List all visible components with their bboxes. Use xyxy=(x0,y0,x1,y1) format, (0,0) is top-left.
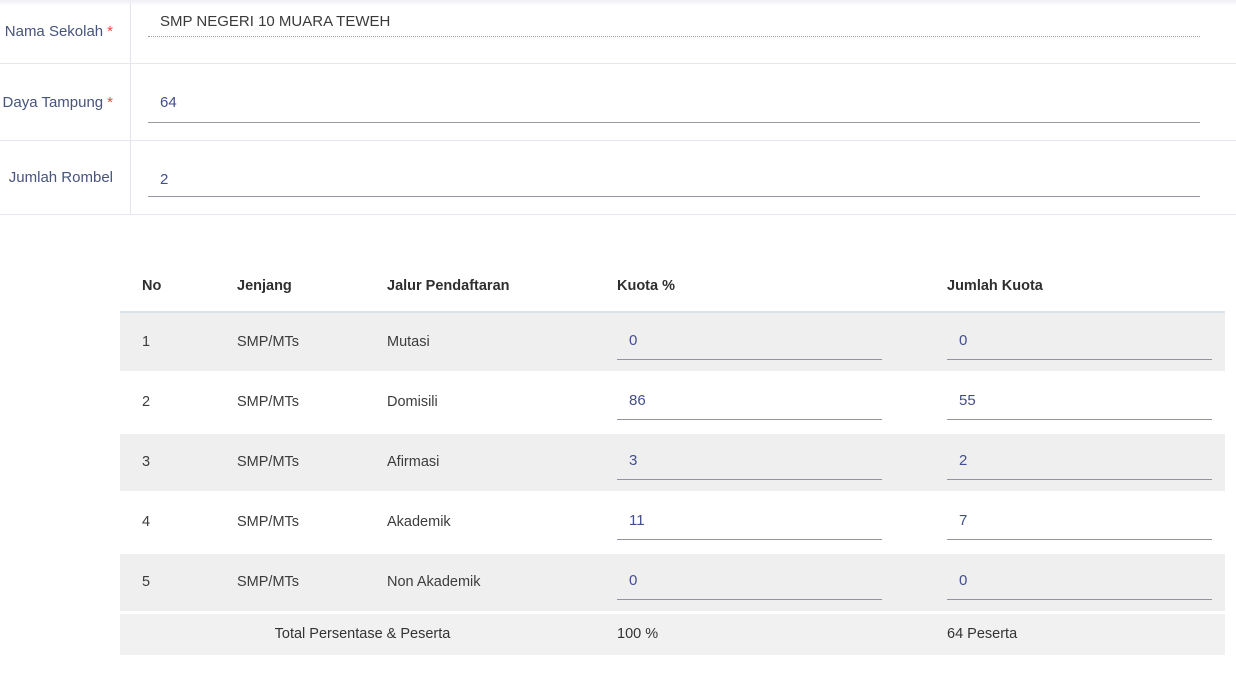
cell-kuota-persen xyxy=(605,312,935,372)
quota-table-row: 2 SMP/MTs Domisili xyxy=(120,372,1225,432)
label-cell: Nama Sekolah * xyxy=(0,0,131,63)
kuota-persen-input-underline xyxy=(617,452,882,480)
column-header-jalur-pendaftaran: Jalur Pendaftaran xyxy=(375,260,605,313)
nama-sekolah-input xyxy=(148,13,1200,37)
jumlah-kuota-input-underline xyxy=(947,572,1212,600)
quota-table-body: 1 SMP/MTs Mutasi 2 SMP/MTs Domisili 3 xyxy=(120,312,1225,655)
quota-table-section: No Jenjang Jalur Pendaftaran Kuota % Jum… xyxy=(120,260,1225,655)
column-header-jumlah-kuota: Jumlah Kuota xyxy=(935,260,1225,313)
kuota-persen-input[interactable] xyxy=(617,452,882,469)
jumlah-rombel-label: Jumlah Rombel xyxy=(9,169,113,186)
cell-jalur-pendaftaran: Mutasi xyxy=(387,333,430,350)
kuota-persen-input[interactable] xyxy=(617,392,882,409)
cell-jenjang: SMP/MTs xyxy=(237,394,300,410)
kuota-persen-input-underline xyxy=(617,512,882,540)
kuota-persen-input-underline xyxy=(617,572,882,600)
quota-table-row: 3 SMP/MTs Afirmasi xyxy=(120,432,1225,492)
daya-tampung-label: Daya Tampung * xyxy=(3,94,113,111)
jumlah-kuota-input-underline xyxy=(947,452,1212,480)
column-header-jenjang: Jenjang xyxy=(225,260,375,313)
label-cell: Jumlah Rombel xyxy=(0,141,131,214)
quota-table-row: 4 SMP/MTs Akademik xyxy=(120,492,1225,552)
label-text: Jumlah Rombel xyxy=(8,169,113,186)
kuota-persen-input-underline xyxy=(617,331,882,360)
total-jumlah-kuota: 64 Peserta xyxy=(947,626,1018,643)
cell-jenjang: SMP/MTs xyxy=(237,514,300,530)
kuota-persen-input[interactable] xyxy=(617,512,882,529)
total-row: Total Persentase & Peserta 100 % 64 Pese… xyxy=(120,612,1225,655)
total-kuota-persen: 100 % xyxy=(617,626,659,643)
jumlah-kuota-input[interactable] xyxy=(947,572,1212,589)
cell-jumlah-kuota xyxy=(935,552,1225,612)
daya-tampung-input[interactable] xyxy=(148,94,1200,123)
cell-jumlah-kuota xyxy=(935,372,1225,432)
quota-table: No Jenjang Jalur Pendaftaran Kuota % Jum… xyxy=(120,260,1225,655)
jumlah-kuota-input[interactable] xyxy=(947,331,1212,349)
quota-table-row: 5 SMP/MTs Non Akademik xyxy=(120,552,1225,612)
cell-jalur-pendaftaran: Domisili xyxy=(387,394,438,410)
label-text: Nama Sekolah xyxy=(4,23,104,40)
jumlah-rombel-input[interactable] xyxy=(148,171,1200,197)
cell-jumlah-kuota xyxy=(935,312,1225,372)
input-cell xyxy=(131,0,1236,63)
cell-no: 4 xyxy=(142,514,151,530)
required-asterisk: * xyxy=(107,93,113,111)
form-row-jumlah-rombel: Jumlah Rombel xyxy=(0,141,1236,215)
jumlah-kuota-input-underline xyxy=(947,331,1212,360)
cell-no: 2 xyxy=(142,394,151,410)
cell-kuota-persen xyxy=(605,372,935,432)
cell-jalur-pendaftaran: Akademik xyxy=(387,514,451,530)
cell-kuota-persen xyxy=(605,552,935,612)
column-header-no: No xyxy=(120,260,225,313)
total-label: Total Persentase & Peserta xyxy=(274,626,451,643)
label-cell: Daya Tampung * xyxy=(0,64,131,140)
jumlah-kuota-input[interactable] xyxy=(947,392,1212,409)
kuota-persen-input[interactable] xyxy=(617,331,882,349)
quota-table-row: 1 SMP/MTs Mutasi xyxy=(120,312,1225,372)
label-text: Daya Tampung xyxy=(2,93,104,111)
cell-no: 5 xyxy=(142,574,151,590)
kuota-persen-input-underline xyxy=(617,392,882,420)
nama-sekolah-label: Nama Sekolah * xyxy=(5,23,113,40)
cell-jalur-pendaftaran: Afirmasi xyxy=(387,454,440,470)
cell-jumlah-kuota xyxy=(935,432,1225,492)
cell-jalur-pendaftaran: Non Akademik xyxy=(387,574,481,590)
cell-no: 1 xyxy=(142,333,151,350)
kuota-persen-input[interactable] xyxy=(617,572,882,589)
cell-jumlah-kuota xyxy=(935,492,1225,552)
jumlah-kuota-input-underline xyxy=(947,512,1212,540)
form-row-nama-sekolah: Nama Sekolah * xyxy=(0,0,1236,64)
cell-kuota-persen xyxy=(605,432,935,492)
column-header-kuota-persen: Kuota % xyxy=(605,260,935,313)
jumlah-kuota-input[interactable] xyxy=(947,452,1212,469)
quota-table-header-row: No Jenjang Jalur Pendaftaran Kuota % Jum… xyxy=(120,260,1225,313)
jumlah-kuota-input[interactable] xyxy=(947,512,1212,529)
input-cell xyxy=(131,64,1236,140)
jumlah-kuota-input-underline xyxy=(947,392,1212,420)
cell-jenjang: SMP/MTs xyxy=(237,574,300,590)
input-cell xyxy=(131,141,1236,214)
cell-jenjang: SMP/MTs xyxy=(237,454,300,470)
cell-no: 3 xyxy=(142,454,151,470)
cell-kuota-persen xyxy=(605,492,935,552)
cell-jenjang: SMP/MTs xyxy=(237,333,300,350)
form-row-daya-tampung: Daya Tampung * xyxy=(0,64,1236,141)
school-form: Nama Sekolah* Daya Tampung* Jumlah Rombe… xyxy=(0,0,1236,215)
required-asterisk: * xyxy=(107,23,113,40)
